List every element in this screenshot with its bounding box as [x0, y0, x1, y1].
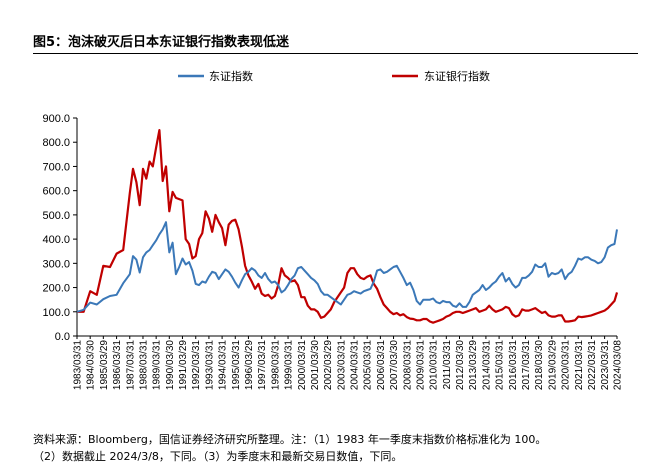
x-tick-label: 1990/03/30: [165, 340, 176, 390]
y-tick-label: 800.0: [42, 137, 70, 149]
x-tick-label: 2018/03/30: [534, 340, 545, 390]
x-tick-label: 1993/03/31: [204, 340, 215, 390]
x-tick-label: 2023/03/31: [600, 340, 611, 390]
series-line-topix: [76, 221, 618, 313]
x-tick-label: 1994/03/31: [218, 340, 229, 390]
x-tick-label: 1995/03/31: [231, 340, 242, 390]
x-tick-label: 2021/03/31: [574, 340, 585, 390]
y-tick-label: 400.0: [42, 234, 70, 246]
x-tick-label: 2020/03/31: [561, 340, 572, 390]
x-tick-label: 1988/03/31: [139, 340, 150, 390]
line-chart: 东证指数 东证银行指数 0.0 100.0 200.0 300.0 400.0 500.0 6…: [42, 69, 624, 390]
x-tick-label: 1991/03/29: [178, 340, 189, 390]
chart-series: [76, 129, 619, 324]
x-tick-label: 1992/03/31: [191, 340, 202, 390]
x-tick-label: 2010/03/31: [429, 340, 440, 390]
x-tick-label: 1985/03/29: [99, 340, 110, 390]
x-tick-label: 2012/03/30: [455, 340, 466, 390]
x-tick-label: 1997/03/31: [257, 340, 268, 390]
y-tick-label: 200.0: [42, 283, 70, 295]
y-tick-label: 500.0: [42, 210, 70, 222]
x-tick-label: 2022/03/31: [587, 340, 598, 390]
x-tick-label: 2016/03/31: [508, 340, 519, 390]
x-tick-label: 2005/03/31: [363, 340, 374, 390]
footnote-line-1: 资料来源：Bloomberg，国信证券经济研究所整理。注：（1）1983 年一季…: [33, 433, 547, 446]
y-tick-label: 900.0: [42, 113, 70, 125]
x-tick-label: 1983/03/31: [73, 340, 84, 390]
x-tick-label: 2008/03/31: [402, 340, 413, 390]
x-tick-label: 2024/03/08: [613, 340, 624, 390]
chart-title: 图5：泡沫破灭后日本东证银行指数表现低迷: [33, 35, 290, 50]
legend-label: 东证银行指数: [424, 69, 490, 83]
chart-legend: 东证指数 东证银行指数: [178, 69, 490, 83]
x-tick-label: 2009/03/31: [416, 340, 427, 390]
y-tick-label: 100.0: [42, 307, 70, 319]
y-tick-label: 300.0: [42, 258, 70, 270]
x-tick-label: 1996/03/29: [244, 340, 255, 390]
x-tick-label: 1999/03/31: [284, 340, 295, 390]
x-tick-label: 2002/03/29: [323, 340, 334, 390]
x-tick-label: 2003/03/31: [336, 340, 347, 390]
chart-axes: 0.0 100.0 200.0 300.0 400.0 500.0 600.0 700.0 80…: [42, 113, 617, 343]
x-tick-label: 1984/03/30: [86, 340, 97, 390]
footnote-line-2: （2）数据截止 2024/3/8，下同。（3）为季度末和最新交易日数值，下同。: [33, 450, 403, 463]
x-tick-label: 2013/03/29: [468, 340, 479, 390]
x-tick-label: 2011/03/31: [442, 340, 453, 390]
y-tick-label: 700.0: [42, 161, 70, 173]
y-tick-label: 0.0: [55, 331, 70, 343]
x-tick-label: 2006/03/31: [376, 340, 387, 390]
x-tick-label: 2019/03/29: [547, 340, 558, 390]
y-tick-label: 600.0: [42, 186, 70, 198]
x-tick-label: 2014/03/31: [481, 340, 492, 390]
x-tick-label: 1987/03/31: [125, 340, 136, 390]
x-tick-label: 1998/03/31: [270, 340, 281, 390]
series-line-topix-banks: [77, 129, 619, 324]
x-tick-label: 2017/03/31: [521, 340, 532, 390]
footnote: 资料来源：Bloomberg，国信证券经济研究所整理。注：（1）1983 年一季…: [33, 431, 638, 465]
x-tick-label: 1989/03/31: [152, 340, 163, 390]
x-tick-label: 2000/03/31: [297, 340, 308, 390]
title-divider: [33, 53, 638, 54]
x-axis-ticks: 1983/03/31 1984/03/30 1985/03/29 1986/03/31…: [73, 336, 624, 390]
legend-label: 东证指数: [209, 69, 253, 83]
x-tick-label: 2001/03/30: [310, 340, 321, 390]
x-tick-label: 2007/03/30: [389, 340, 400, 390]
x-tick-label: 2004/03/31: [350, 340, 361, 390]
x-tick-label: 2015/03/31: [495, 340, 506, 390]
x-tick-label: 1986/03/31: [112, 340, 123, 390]
